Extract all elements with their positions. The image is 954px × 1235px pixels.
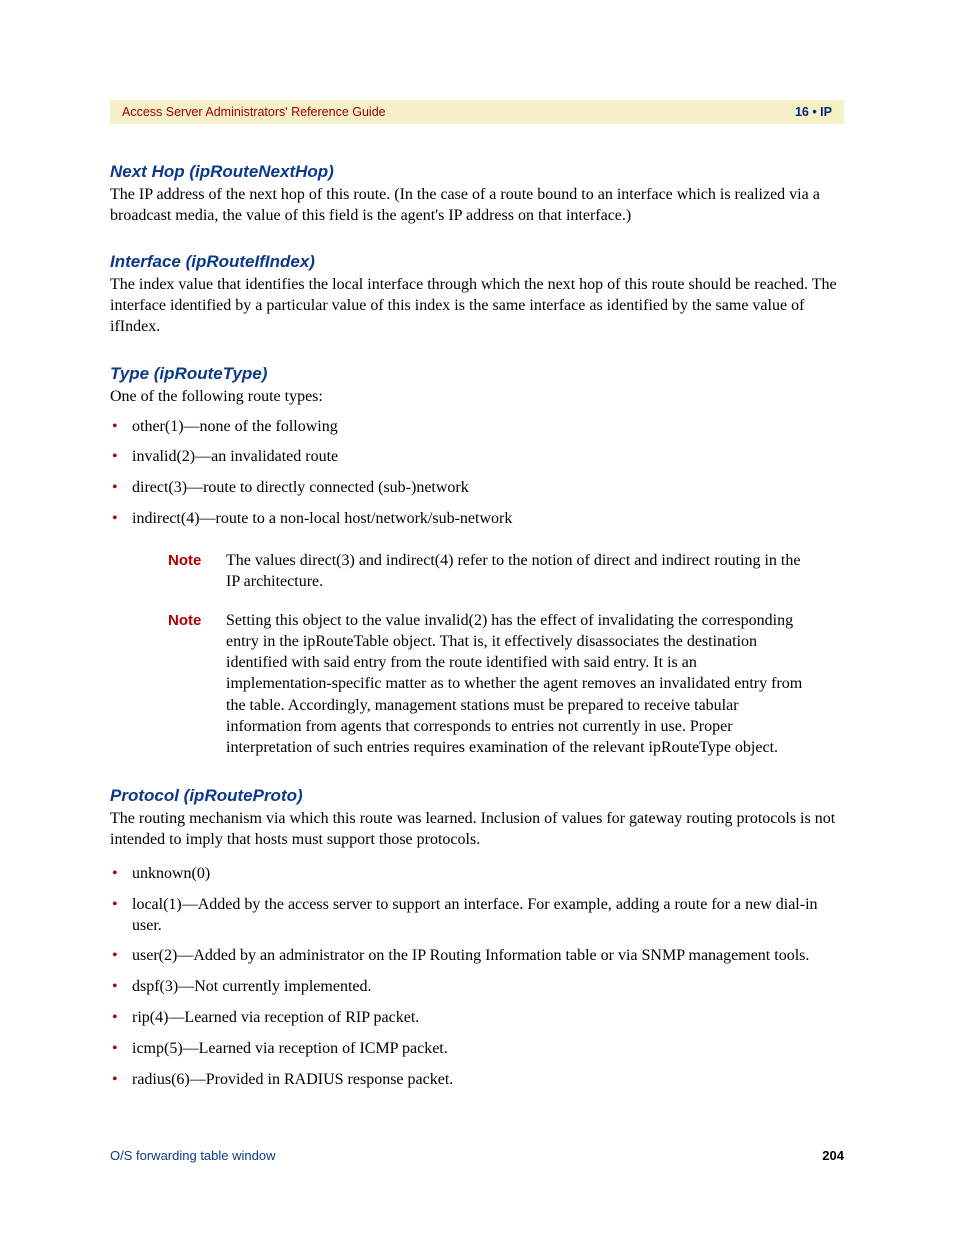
list-item: user(2)—Added by an administrator on the… (110, 946, 844, 967)
body-nexthop: The IP address of the next hop of this r… (110, 184, 844, 226)
note-label: Note (168, 610, 226, 758)
list-item: radius(6)—Provided in RADIUS response pa… (110, 1070, 844, 1091)
list-type: other(1)—none of the following invalid(2… (110, 417, 844, 530)
heading-interface: Interface (ipRouteIfIndex) (110, 252, 844, 272)
document-page: Access Server Administrators' Reference … (0, 0, 954, 1235)
heading-protocol: Protocol (ipRouteProto) (110, 786, 844, 806)
page-footer: O/S forwarding table window 204 (110, 1148, 844, 1163)
list-item: indirect(4)—route to a non-local host/ne… (110, 509, 844, 530)
header-chapter: 16 • IP (795, 105, 832, 119)
list-item: invalid(2)—an invalidated route (110, 447, 844, 468)
note-text: The values direct(3) and indirect(4) ref… (226, 550, 844, 592)
list-item: rip(4)—Learned via reception of RIP pack… (110, 1008, 844, 1029)
list-item: direct(3)—route to directly connected (s… (110, 478, 844, 499)
body-interface: The index value that identifies the loca… (110, 274, 844, 337)
note-block: Note The values direct(3) and indirect(4… (168, 550, 844, 592)
list-item: unknown(0) (110, 864, 844, 885)
page-header: Access Server Administrators' Reference … (110, 100, 844, 124)
header-doc-title: Access Server Administrators' Reference … (122, 105, 386, 119)
list-item: other(1)—none of the following (110, 417, 844, 438)
heading-type: Type (ipRouteType) (110, 364, 844, 384)
footer-page-number: 204 (822, 1148, 844, 1163)
list-item: dspf(3)—Not currently implemented. (110, 977, 844, 998)
list-item: icmp(5)—Learned via reception of ICMP pa… (110, 1039, 844, 1060)
note-block: Note Setting this object to the value in… (168, 610, 844, 758)
note-text: Setting this object to the value invalid… (226, 610, 844, 758)
footer-section-title: O/S forwarding table window (110, 1148, 275, 1163)
note-label: Note (168, 550, 226, 592)
body-protocol-intro: The routing mechanism via which this rou… (110, 808, 844, 850)
list-protocol: unknown(0) local(1)—Added by the access … (110, 864, 844, 1090)
list-item: local(1)—Added by the access server to s… (110, 895, 844, 937)
heading-nexthop: Next Hop (ipRouteNextHop) (110, 162, 844, 182)
body-type-intro: One of the following route types: (110, 386, 844, 407)
